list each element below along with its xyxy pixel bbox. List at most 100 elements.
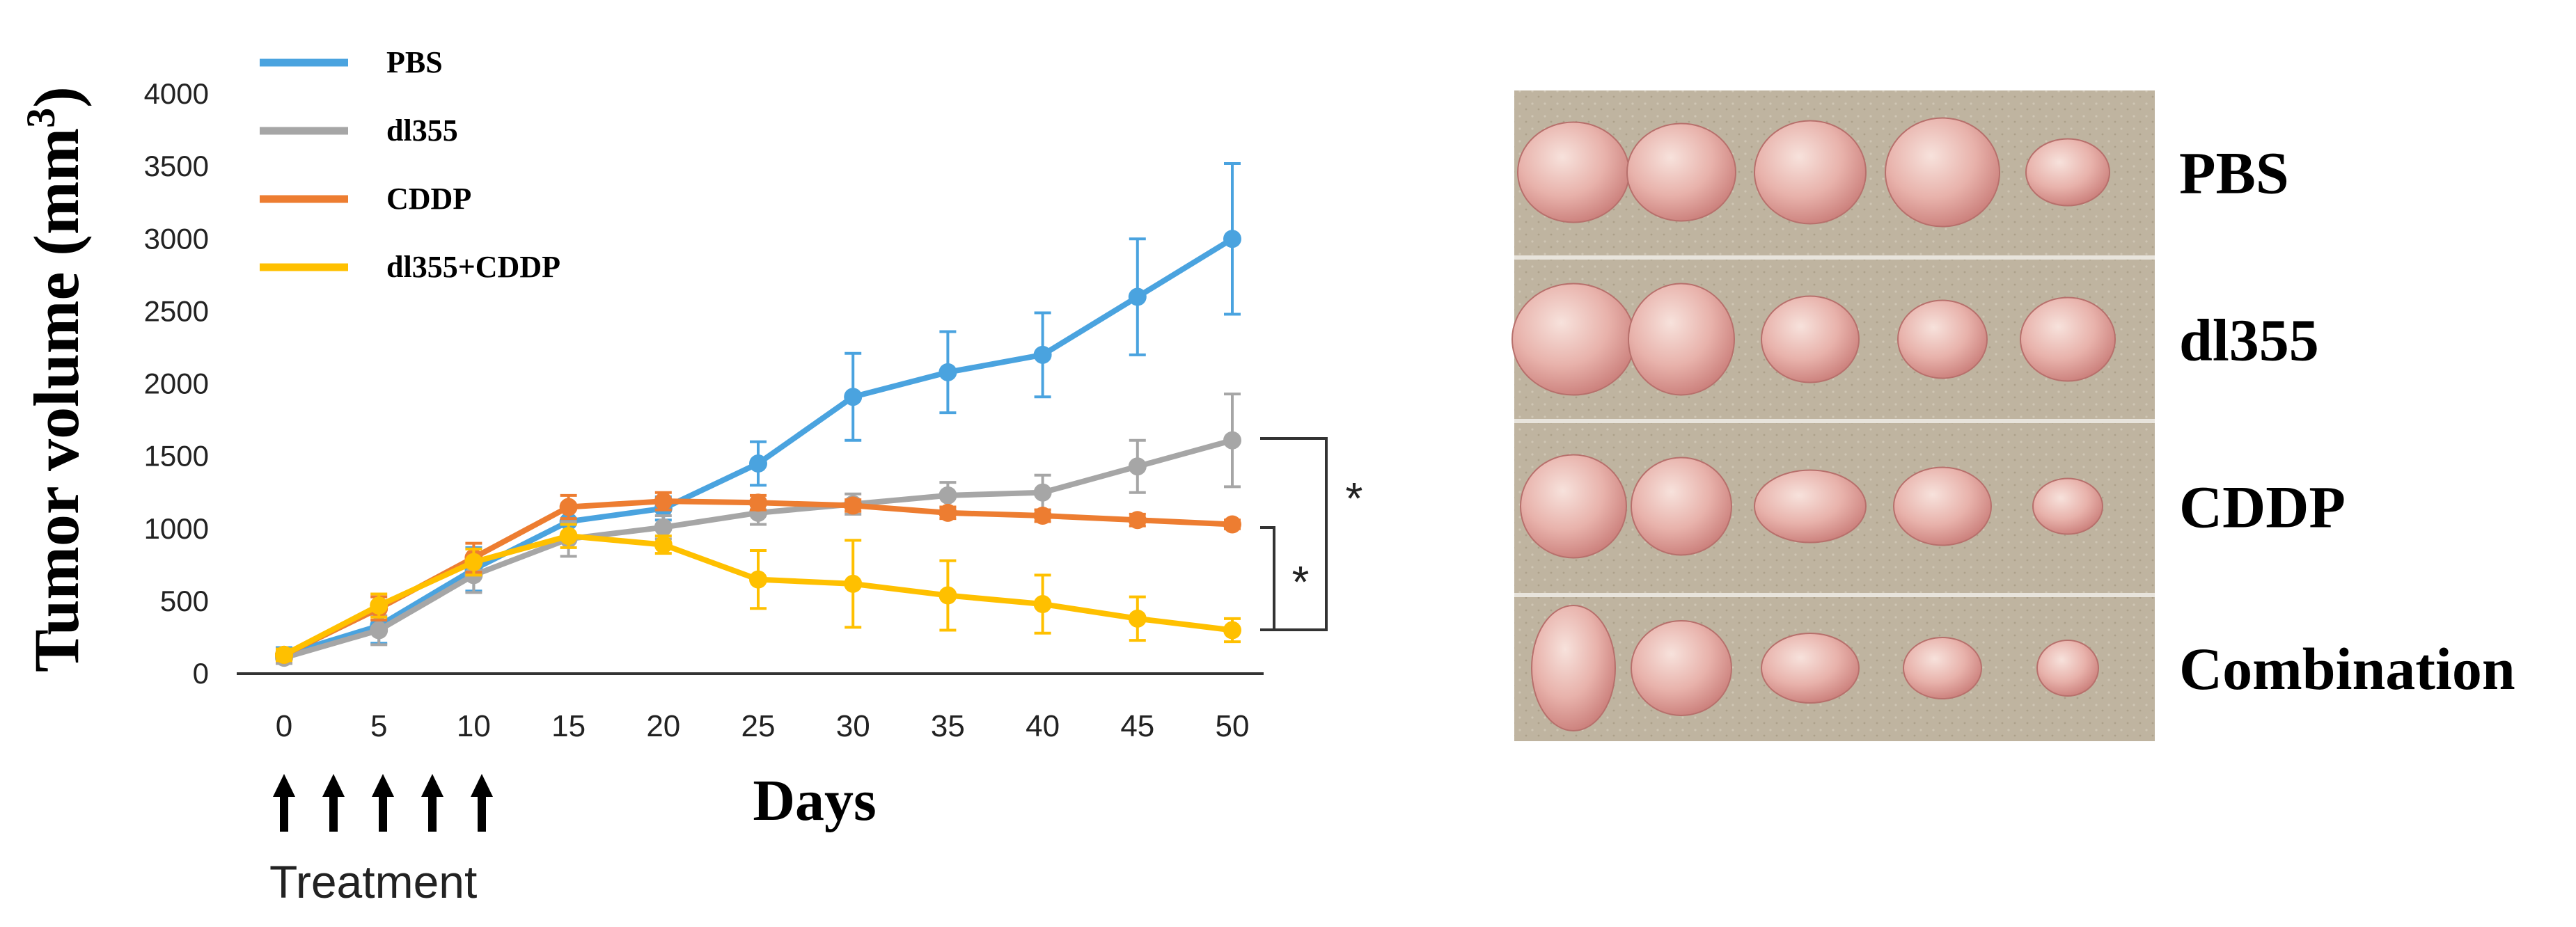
y-axis-label-superscript: 3	[18, 108, 63, 128]
x-tick-label: 15	[551, 709, 586, 743]
photo-row-Combination	[1514, 593, 2155, 731]
series-layer	[275, 161, 1241, 667]
treatment-arrow	[273, 774, 295, 832]
photo-labels: PBS dl355 CDDP Combination	[2179, 140, 2515, 703]
y-tick-label: 500	[160, 585, 209, 617]
x-tick-label: 40	[1026, 709, 1060, 743]
data-point	[559, 527, 578, 546]
data-point	[275, 645, 293, 664]
data-point	[370, 596, 388, 615]
tumor-sample	[1511, 283, 1635, 396]
data-point	[1033, 507, 1052, 525]
data-point	[938, 503, 957, 522]
data-point	[749, 493, 767, 512]
treatment-arrow	[471, 774, 493, 832]
significance-star-upper: *	[1346, 473, 1363, 523]
treatment-label: Treatment	[269, 856, 477, 908]
legend: PBS dl355 CDDP dl355+CDDP	[260, 45, 560, 284]
photo-rows	[1511, 117, 2155, 731]
tumor-sample	[1631, 620, 1732, 716]
data-point	[654, 518, 673, 537]
data-point	[654, 492, 673, 511]
x-ticks: 0 5 10 15 20 25 30 35 40 45 50	[276, 709, 1250, 743]
tumor-sample	[1885, 117, 2000, 228]
x-tick-label: 50	[1216, 709, 1250, 743]
x-tick-label: 25	[741, 709, 776, 743]
tumor-sample	[1520, 454, 1627, 559]
data-point	[654, 535, 673, 554]
x-axis-label: Days	[753, 768, 876, 833]
tumor-photo-panel: PBS dl355 CDDP Combination	[1511, 90, 2515, 741]
x-tick-label: 20	[646, 709, 680, 743]
tumor-sample	[1754, 469, 1867, 544]
data-point	[844, 388, 863, 406]
legend-label: PBS	[386, 45, 443, 79]
data-point	[1033, 345, 1052, 364]
photo-row-label: PBS	[2179, 140, 2289, 207]
treatment-arrow	[421, 774, 443, 832]
y-tick-label: 2500	[144, 294, 209, 327]
tumor-sample	[1531, 605, 1616, 731]
series-dl355+CDDP	[275, 523, 1241, 664]
legend-label: dl355+CDDP	[386, 250, 560, 284]
photo-row-CDDP	[1514, 419, 2155, 559]
data-point	[1033, 483, 1052, 502]
treatment-arrow	[322, 774, 345, 832]
y-axis-label: Tumor volume (mm3)	[18, 86, 92, 672]
tumor-sample	[1761, 295, 1860, 383]
data-point	[938, 363, 957, 381]
data-point	[1223, 431, 1241, 450]
legend-label: CDDP	[386, 182, 471, 216]
data-point	[1223, 621, 1241, 640]
tumor-sample	[1754, 120, 1867, 225]
tumor-sample	[1626, 122, 1736, 222]
x-tick-label: 35	[931, 709, 965, 743]
significance-brackets	[1260, 437, 1328, 631]
y-tick-label: 1000	[144, 512, 209, 545]
photo-row-PBS	[1517, 117, 2110, 228]
tumor-sample	[1893, 466, 1992, 546]
tumor-sample	[1631, 457, 1732, 556]
bracket-upper	[1260, 437, 1328, 631]
treatment-arrows	[273, 774, 493, 832]
tumor-sample	[1903, 637, 1982, 699]
data-point	[1033, 595, 1052, 614]
data-point	[464, 553, 483, 571]
data-point	[559, 498, 578, 516]
series-dl355	[275, 393, 1241, 667]
tumor-sample	[1897, 299, 1988, 379]
data-point	[370, 621, 388, 640]
tumor-sample	[2036, 640, 2099, 697]
treatment-arrow	[372, 774, 394, 832]
legend-label: dl355	[386, 113, 458, 148]
data-point	[938, 586, 957, 605]
x-tick-label: 30	[836, 709, 870, 743]
y-tick-label: 3500	[144, 150, 209, 182]
y-tick-label: 0	[193, 657, 209, 690]
y-ticks: 0 500 1000 1500 2000 2500 3000 3500 4000	[144, 77, 209, 690]
y-tick-label: 1500	[144, 440, 209, 473]
data-point	[749, 454, 767, 473]
significance-star-lower: *	[1292, 557, 1310, 607]
photo-row-label: Combination	[2179, 635, 2515, 702]
tumor-sample	[2032, 477, 2103, 535]
y-tick-label: 3000	[144, 222, 209, 255]
y-tick-label: 4000	[144, 77, 209, 110]
tumor-sample	[1517, 121, 1630, 223]
y-tick-label: 2000	[144, 367, 209, 400]
data-point	[1128, 287, 1147, 306]
data-point	[1128, 511, 1147, 530]
line-chart: Tumor volume (mm3) 050010001500200025003…	[18, 45, 1362, 908]
tumor-sample	[1761, 633, 1860, 704]
x-tick-label: 10	[457, 709, 491, 743]
bracket-lower	[1260, 526, 1275, 631]
data-point	[844, 574, 863, 593]
x-tick-label: 0	[276, 709, 292, 743]
data-point	[1223, 230, 1241, 248]
tumor-sample	[2025, 138, 2110, 207]
data-point	[1128, 457, 1147, 476]
data-point	[1223, 515, 1241, 534]
photo-row-label: CDDP	[2179, 474, 2346, 541]
series-CDDP	[275, 491, 1241, 664]
